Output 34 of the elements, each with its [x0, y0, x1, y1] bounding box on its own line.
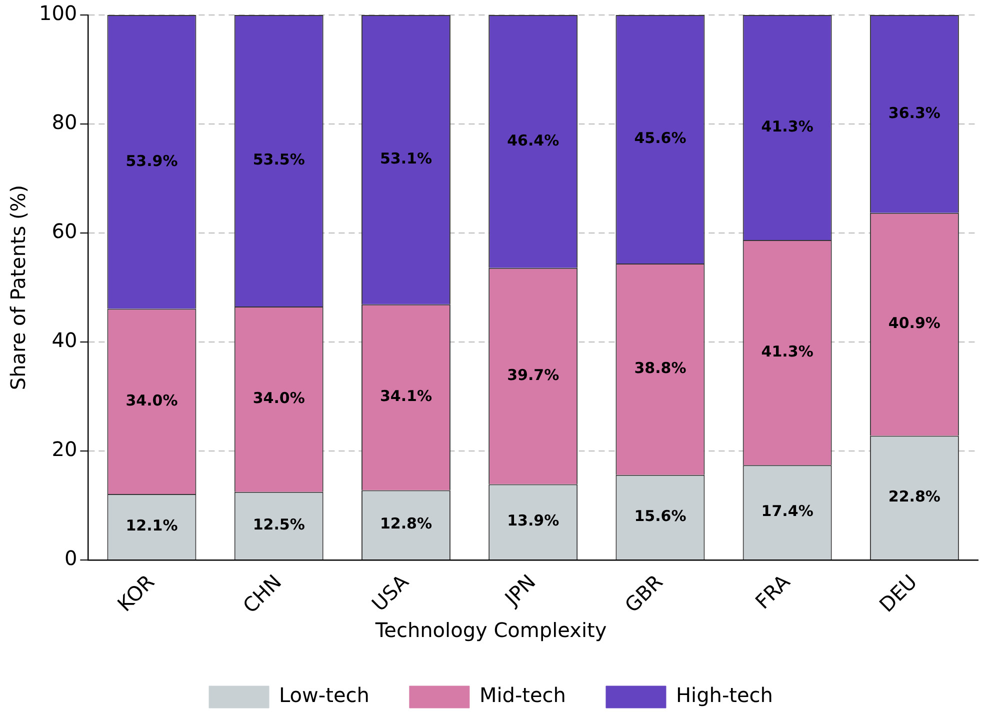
legend-title: Technology Complexity	[374, 618, 607, 642]
data-label: 41.3%	[761, 342, 814, 360]
legend-label: Low-tech	[279, 683, 370, 708]
data-label: 53.1%	[380, 150, 432, 168]
x-tick-label: USA	[366, 569, 414, 616]
data-label: 53.5%	[252, 150, 305, 169]
data-label: 34.1%	[380, 387, 432, 406]
y-tick-label: 40	[52, 328, 78, 352]
data-label: 15.6%	[634, 507, 686, 526]
data-label: 12.8%	[380, 514, 432, 533]
y-tick-label: 20	[52, 437, 78, 462]
data-label: 12.5%	[252, 516, 305, 534]
data-label: 34.0%	[252, 389, 305, 408]
y-axis-title: Share of Patents (%)	[6, 184, 30, 390]
data-label: 36.3%	[888, 104, 940, 122]
legend-label: High-tech	[676, 683, 773, 708]
data-label: 45.6%	[634, 129, 686, 148]
data-label: 40.9%	[888, 314, 940, 332]
data-label: 39.7%	[507, 366, 560, 384]
data-label: 13.9%	[507, 512, 560, 530]
x-tick-label: FRA	[750, 569, 795, 614]
data-label: 34.0%	[126, 391, 178, 410]
data-label: 53.9%	[126, 152, 178, 170]
data-label: 22.8%	[888, 487, 940, 506]
data-label: 12.1%	[126, 516, 178, 535]
data-label: 41.3%	[761, 117, 814, 136]
data-label: 46.4%	[507, 131, 560, 150]
y-tick-label: 0	[64, 546, 78, 570]
y-tick-label: 80	[52, 110, 78, 134]
legend-label: Mid-tech	[479, 683, 566, 708]
data-label: 38.8%	[634, 359, 686, 378]
y-tick-label: 60	[52, 219, 78, 244]
data-label: 17.4%	[761, 502, 814, 520]
y-tick-label: 100	[38, 1, 78, 26]
